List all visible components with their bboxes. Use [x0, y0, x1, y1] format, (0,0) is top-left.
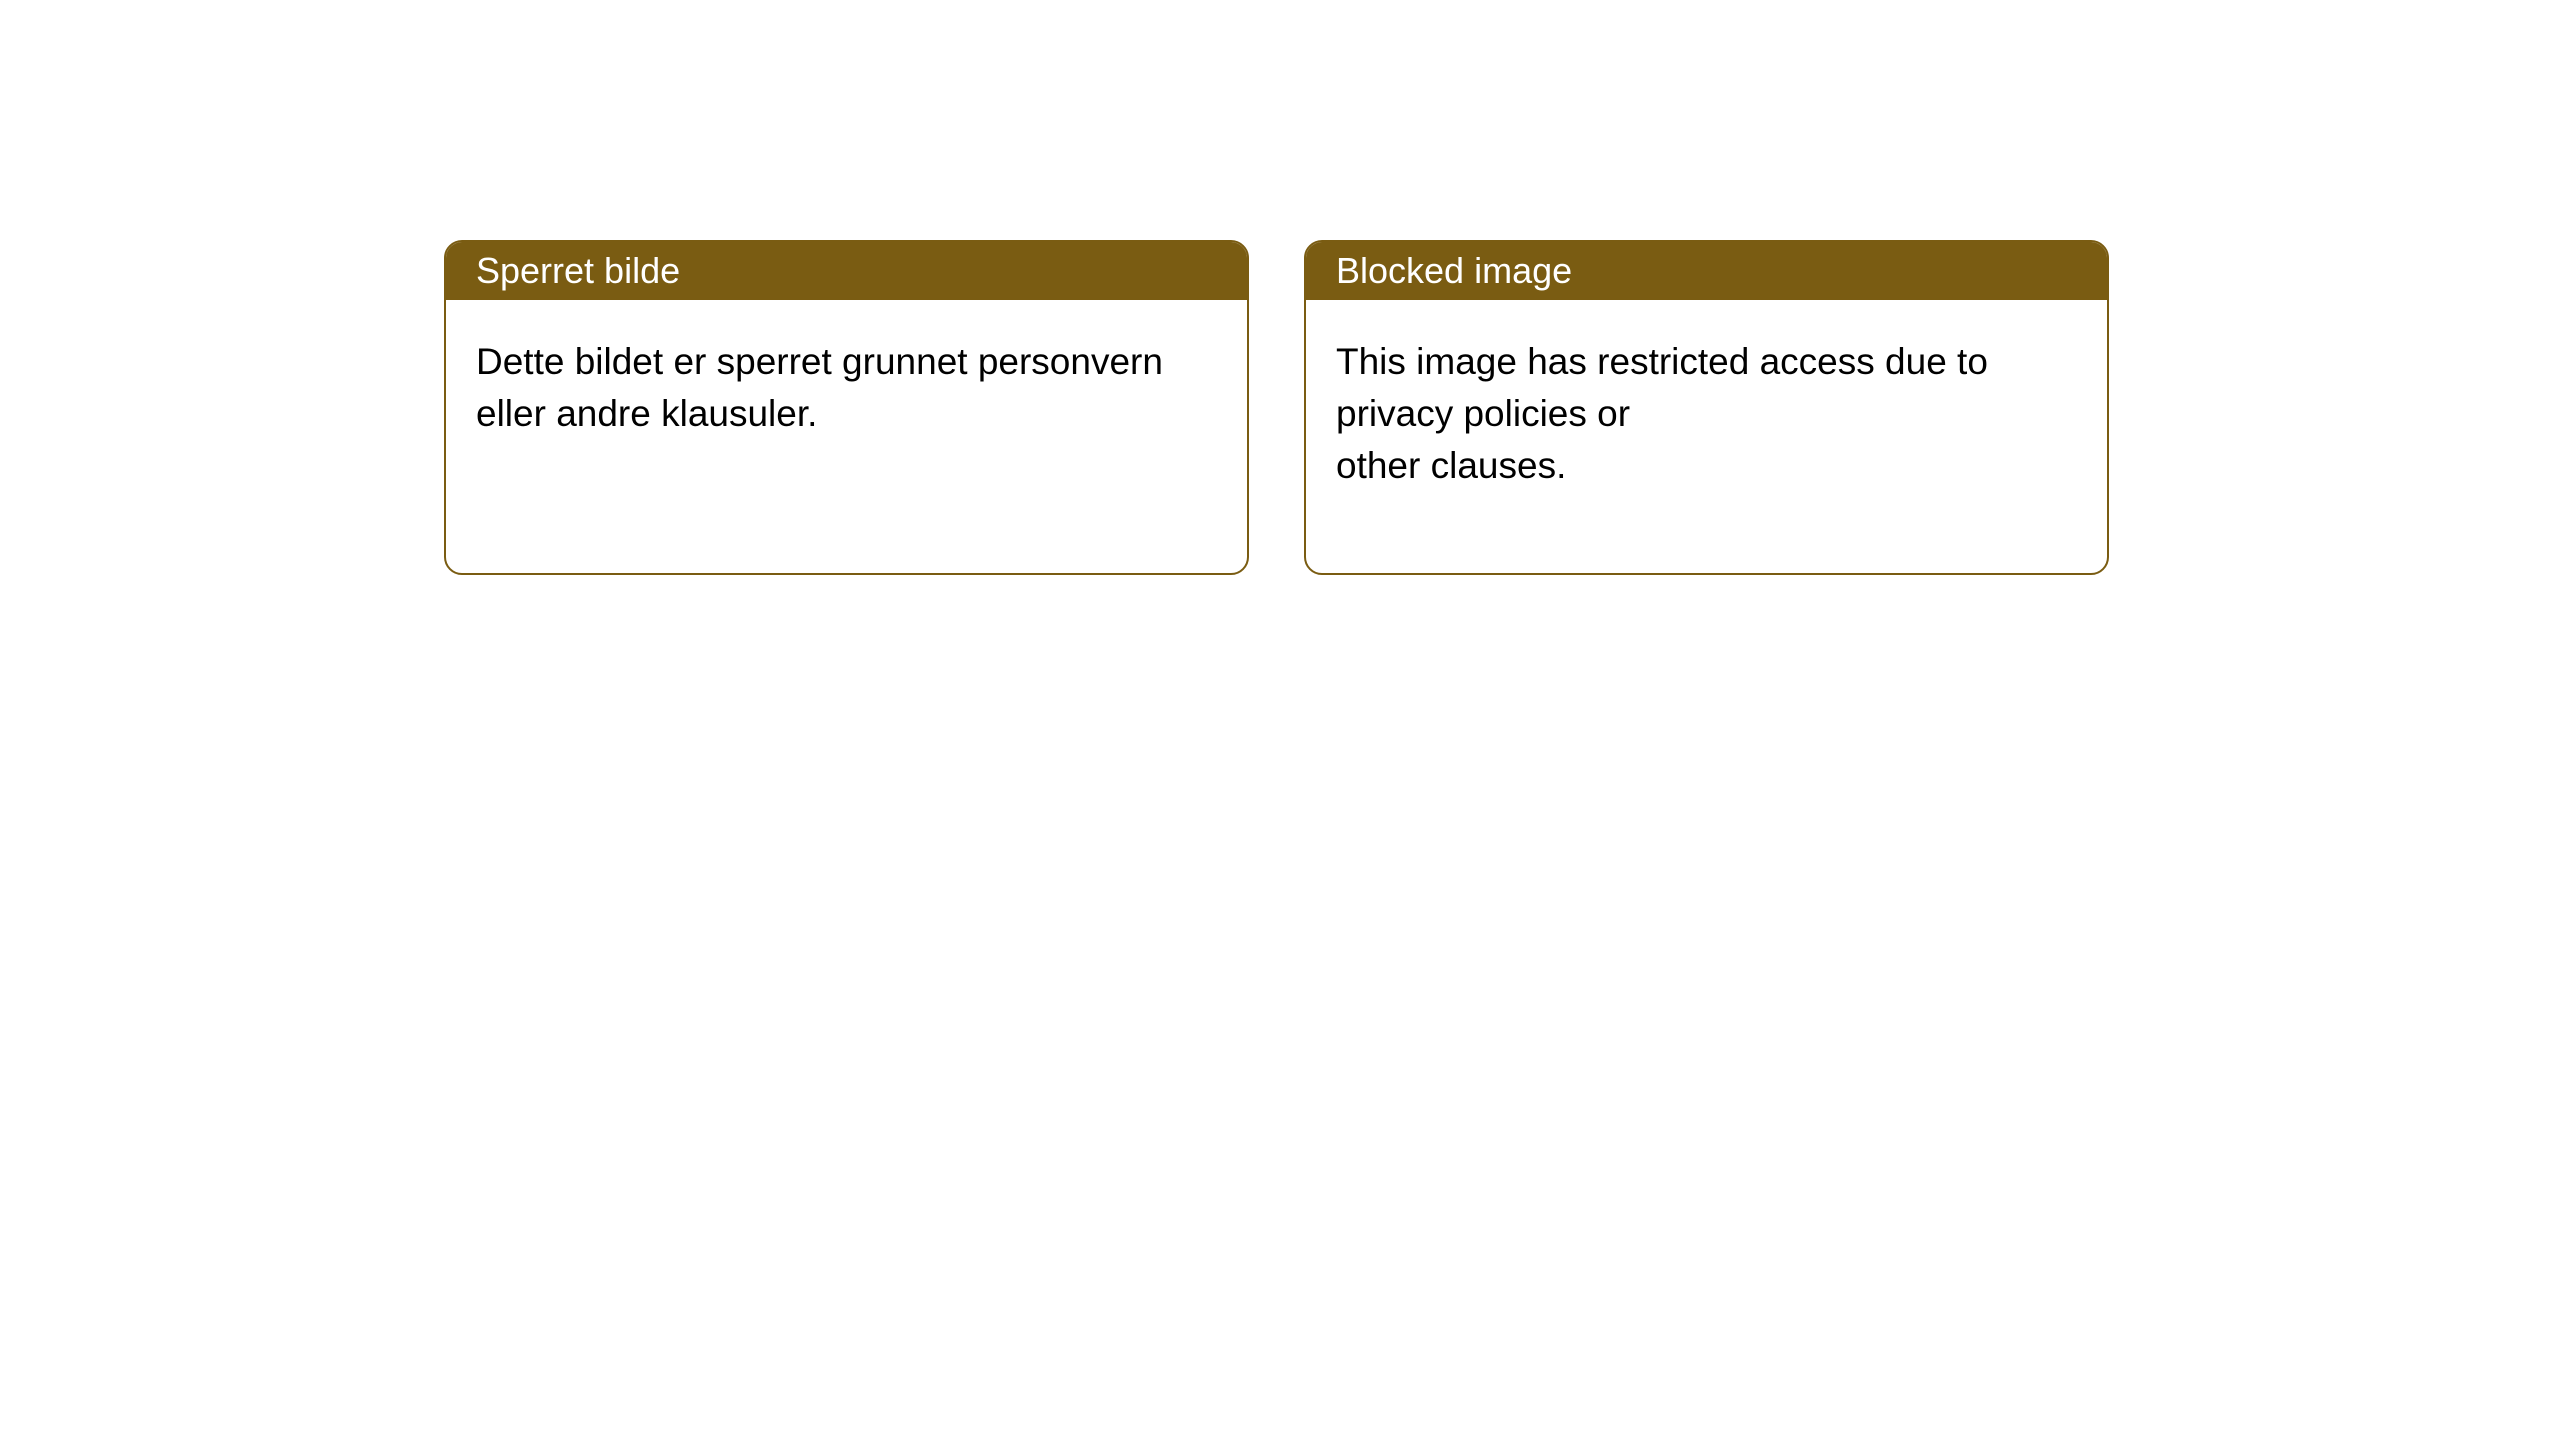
notice-title: Blocked image — [1336, 250, 1572, 292]
notice-container: Sperret bilde Dette bildet er sperret gr… — [444, 240, 2109, 575]
notice-card-english: Blocked image This image has restricted … — [1304, 240, 2109, 575]
notice-message: Dette bildet er sperret grunnet personve… — [476, 336, 1217, 440]
notice-message: This image has restricted access due to … — [1336, 336, 2077, 491]
notice-header: Blocked image — [1306, 242, 2107, 300]
notice-header: Sperret bilde — [446, 242, 1247, 300]
notice-card-norwegian: Sperret bilde Dette bildet er sperret gr… — [444, 240, 1249, 575]
notice-body: This image has restricted access due to … — [1306, 300, 2107, 527]
notice-title: Sperret bilde — [476, 250, 680, 292]
notice-body: Dette bildet er sperret grunnet personve… — [446, 300, 1247, 476]
